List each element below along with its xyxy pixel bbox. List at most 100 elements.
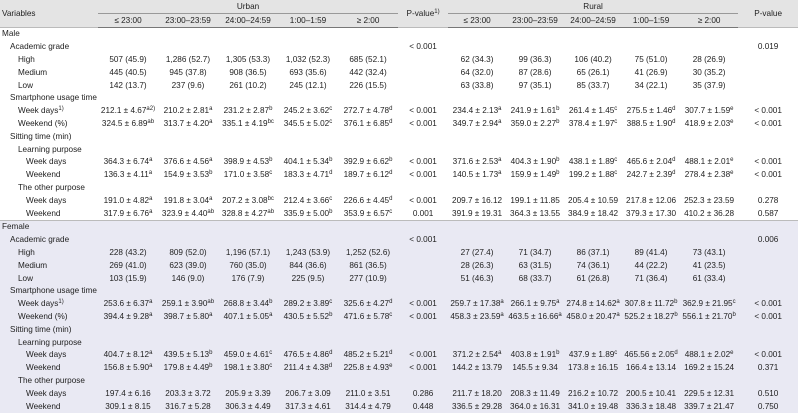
- superscript: c: [732, 299, 736, 306]
- cell-text: 349.7 ± 2.94: [452, 118, 499, 128]
- table-cell: 0.006: [738, 233, 798, 247]
- table-cell: 0.278: [757, 195, 779, 205]
- table-cell: 275.5 ± 1.46d: [622, 105, 680, 118]
- table-cell: 325.6 ± 4.27d: [338, 297, 399, 311]
- table-cell: 51 (46.3): [448, 272, 507, 285]
- cell-text: 335.9 ± 5.00: [283, 208, 330, 218]
- table-cell: [680, 374, 739, 388]
- table-cell: The other purpose: [0, 374, 98, 388]
- table-cell: 376.1 ± 6.85d: [338, 118, 398, 131]
- table-cell: 234.4 ± 2.13a: [448, 105, 506, 118]
- table-cell: [218, 182, 278, 195]
- table-cell: [680, 143, 738, 156]
- table-cell: 253.6 ± 6.37a: [98, 297, 158, 311]
- table-cell: [622, 41, 680, 54]
- table-cell: < 0.001: [398, 348, 449, 362]
- table-cell: 306.3 ± 4.49: [218, 400, 278, 413]
- superscript: e: [730, 157, 734, 164]
- table-cell: 488.1 ± 2.01e: [680, 156, 738, 169]
- table-cell: 438.1 ± 1.89c: [564, 156, 622, 169]
- cell-text: 471.6 ± 5.78: [343, 311, 390, 321]
- table-cell: [218, 143, 278, 156]
- table-row: Smartphone usage time (min): [0, 284, 798, 298]
- table-cell: 476.5 ± 4.86d: [278, 348, 338, 362]
- table-cell: 205.4 ± 10.59: [568, 195, 619, 205]
- superscript: c: [614, 350, 618, 357]
- cell-text: 259.1 ± 3.90: [161, 299, 208, 309]
- table-cell: [278, 130, 338, 143]
- superscript: d: [329, 170, 333, 177]
- superscript: a: [209, 195, 213, 202]
- table-cell: [218, 233, 278, 247]
- table-cell: [738, 54, 798, 67]
- table-cell: 362.9 ± 21.95c: [680, 297, 739, 311]
- table-cell: 191.0 ± 4.82a: [98, 194, 158, 207]
- table-cell: [448, 374, 507, 388]
- table-cell: 27 (27.4): [448, 246, 507, 260]
- table-cell: 216.2 ± 10.72: [564, 387, 623, 401]
- superscript: c: [329, 106, 333, 113]
- table-row: Week days 404.7 ± 8.12a 439.5 ± 5.13b 459.0…: [0, 348, 798, 362]
- cell-text: 353.9 ± 6.57: [343, 208, 390, 218]
- section-row: Male: [0, 26, 798, 41]
- table-row: Weekend (%) 324.5 ± 6.89ab 313.7 ± 4.20a 33…: [0, 118, 798, 131]
- table-cell: 391.9 ± 19.31: [452, 208, 503, 218]
- header-row: Variables Urban P-value1) Rural P-value: [0, 0, 798, 28]
- table-cell: [564, 41, 622, 54]
- cell-text: 525.2 ± 18.27: [624, 311, 675, 321]
- table-cell: [398, 54, 448, 67]
- superscript: b: [329, 311, 333, 318]
- table-cell: 307.7 ± 1.59e: [680, 105, 738, 118]
- table-cell: 1,032 (52.3): [285, 54, 331, 64]
- table-cell: 198.1 ± 3.80c: [218, 361, 278, 375]
- table-cell: 61 (33.4): [680, 272, 739, 285]
- table-cell: [506, 182, 564, 195]
- table-cell: 144.2 ± 13.79: [448, 361, 507, 375]
- header-cell: ≥ 2:00: [680, 13, 739, 28]
- table-cell: 63 (31.5): [506, 259, 565, 273]
- cell-text: 226.6 ± 4.45: [343, 195, 390, 205]
- table-cell: [738, 130, 798, 143]
- table-cell: < 0.001: [398, 233, 449, 247]
- superscript: c: [329, 299, 333, 306]
- table-cell: 410.2 ± 36.28: [684, 208, 735, 218]
- superscript: 1): [58, 299, 64, 306]
- table-cell: [448, 284, 507, 298]
- table-cell: [398, 92, 448, 105]
- cell-text: 359.0 ± 2.27: [510, 118, 557, 128]
- table-cell: [564, 284, 623, 298]
- table-cell: 106 (40.2): [574, 54, 612, 64]
- table-cell: [506, 92, 564, 105]
- table-cell: [278, 92, 338, 105]
- table-cell: 86 (37.1): [564, 246, 623, 260]
- table-cell: < 0.001: [409, 106, 437, 116]
- header-cell: 23:00–23:59: [506, 13, 565, 28]
- table-cell: [738, 66, 798, 79]
- cell-text: 324.5 ± 6.89: [101, 118, 148, 128]
- table-cell: 65 (26.1): [576, 67, 610, 77]
- table-cell: 171.0 ± 3.58c: [218, 169, 278, 182]
- table-cell: 179.8 ± 4.49b: [158, 361, 218, 375]
- table-cell: < 0.001: [738, 310, 798, 324]
- table-cell: [564, 374, 623, 388]
- table-cell: [338, 284, 399, 298]
- cell-text: 403.8 ± 1.91: [510, 350, 557, 360]
- table-cell: [622, 323, 681, 337]
- superscript: a: [149, 311, 153, 318]
- table-cell: [738, 182, 798, 195]
- table-cell: [398, 272, 449, 285]
- table-cell: 225 (9.5): [278, 272, 338, 285]
- table-cell: 316.7 ± 5.28: [158, 400, 218, 413]
- table-cell: 237 (9.6): [171, 80, 205, 90]
- cell-text: 212.4 ± 3.66: [283, 195, 330, 205]
- table-cell: [680, 130, 738, 143]
- table-cell: 403.8 ± 1.91b: [506, 348, 565, 362]
- superscript: d: [672, 118, 676, 125]
- table-cell: 176 (7.9): [218, 272, 278, 285]
- table-cell: [278, 336, 338, 349]
- table-cell: 191.8 ± 3.04a: [158, 194, 218, 207]
- table-cell: [738, 259, 798, 273]
- table-cell: 407.1 ± 5.05a: [218, 310, 278, 324]
- table-cell: [564, 143, 622, 156]
- table-cell: [338, 323, 399, 337]
